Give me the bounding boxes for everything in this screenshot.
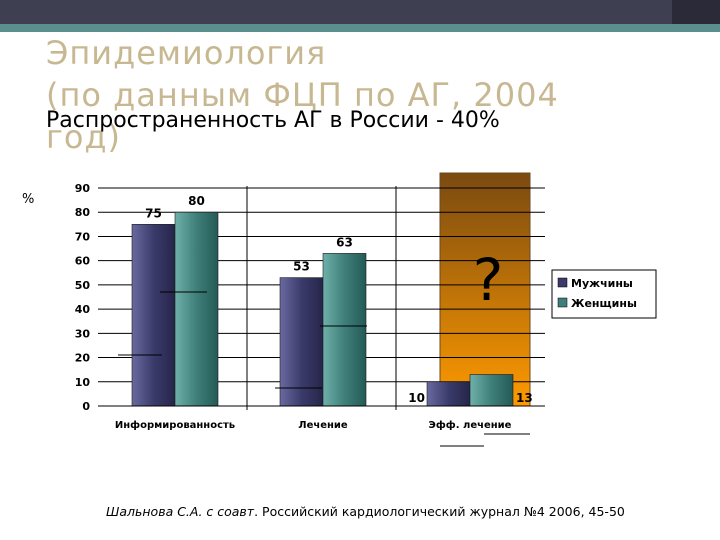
bar-women (469, 374, 514, 407)
legend-label: Женщины (571, 297, 637, 310)
y-tick-label: 50 (75, 279, 91, 292)
citation: Шальнова С.А. с соавт. Российский кардио… (106, 504, 625, 519)
y-tick-label: 0 (82, 400, 90, 413)
bar-men (426, 381, 471, 407)
legend-swatch-women (557, 297, 568, 308)
bar-men (279, 277, 324, 407)
y-tick-label: 80 (75, 206, 91, 219)
y-tick-label: 40 (75, 303, 91, 316)
category-label: Эфф. лечение (429, 419, 512, 431)
legend-box (551, 269, 657, 319)
teal-stripe (0, 24, 720, 32)
title-line-1: Эпидемиология (46, 34, 327, 72)
question-mark-annotation: ? (473, 246, 504, 314)
data-label: 63 (336, 235, 353, 249)
slide-subtitle: Распространенность АГ в России - 40% (46, 108, 500, 133)
slide-title: Эпидемиология (по данным ФЦП по АГ, 2004… (46, 32, 686, 158)
y-tick-label: 90 (75, 182, 91, 195)
citation-authors: Шальнова С.А. с соавт (106, 504, 255, 519)
bar-men (131, 224, 176, 407)
y-tick-label: 70 (75, 230, 91, 243)
y-tick-label: 20 (75, 352, 91, 365)
data-label: 10 (408, 391, 425, 405)
top-bar (0, 0, 720, 24)
legend-swatch-men (557, 277, 568, 288)
data-label: 75 (145, 206, 162, 220)
y-tick-label: 30 (75, 327, 91, 340)
y-tick-label: 60 (75, 255, 91, 268)
category-label: Лечение (298, 420, 348, 431)
bar-women (174, 211, 219, 407)
y-unit-label: % (22, 192, 35, 207)
title-line-2: (по данным ФЦП по АГ, 2004 (46, 76, 559, 114)
bar-women (322, 253, 367, 407)
data-label: 13 (516, 391, 533, 405)
top-bar-accent (672, 0, 720, 24)
title-line-3: год) (46, 118, 121, 156)
citation-source: . Российский кардиологический журнал №4 … (254, 504, 625, 519)
data-label: 80 (188, 194, 205, 208)
data-label: 53 (293, 260, 310, 274)
category-label: Информированность (115, 419, 235, 431)
legend-label: Мужчины (571, 277, 633, 290)
y-tick-label: 10 (75, 376, 91, 389)
